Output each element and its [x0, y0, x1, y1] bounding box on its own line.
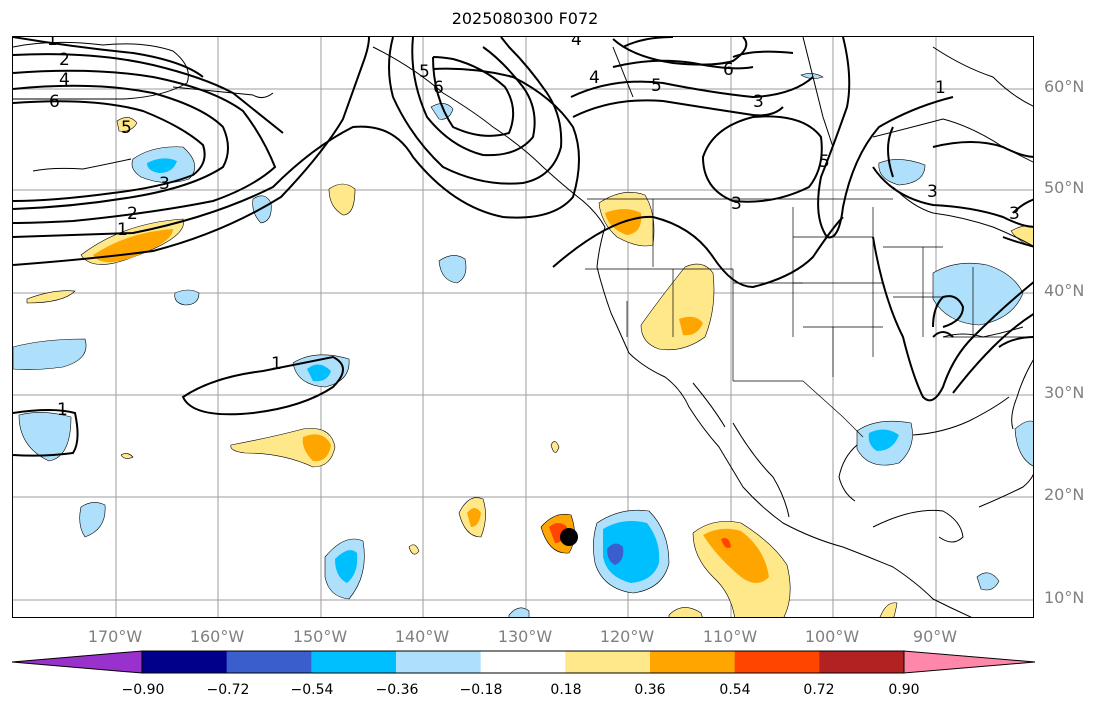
- contour-label: 2: [59, 50, 70, 70]
- lon-label: 120°W: [599, 627, 655, 646]
- contour-label: 4: [571, 37, 582, 50]
- lon-label: 90°W: [912, 627, 958, 646]
- lon-label: 110°W: [702, 627, 758, 646]
- state-borders: [585, 198, 1033, 438]
- colorbar-segment: [226, 651, 312, 673]
- graticule: [13, 37, 1033, 617]
- lat-label: 60°N: [1044, 77, 1085, 96]
- colorbar-tick-label: −0.36: [375, 682, 419, 698]
- lat-label: 20°N: [1044, 485, 1085, 504]
- contour-label: 1: [935, 78, 946, 98]
- colorbar-tick-label: −0.90: [121, 682, 165, 698]
- colorbar-tick-label: 0.36: [634, 682, 666, 698]
- contour-label: 3: [159, 174, 170, 194]
- colorbar-segment: [819, 651, 905, 673]
- colorbar-tick-label: −0.72: [206, 682, 250, 698]
- colorbar-segment: [650, 651, 736, 673]
- colorbar-segment: [480, 651, 566, 673]
- contour-label: 4: [589, 68, 600, 88]
- lon-label: 140°W: [394, 627, 450, 646]
- contour-label: 1: [117, 220, 128, 240]
- lon-label: 160°W: [189, 627, 245, 646]
- map-title: 2025080300 F072: [451, 9, 599, 28]
- contour-label: 1: [57, 400, 68, 420]
- colorbar-tick-label: −0.54: [290, 682, 334, 698]
- contour-label: 3: [927, 182, 938, 202]
- map-canvas: 1 2 4 6 5 3 1 2 1 1 4 5 6 5 4 3 6 1 3 3 …: [13, 37, 1033, 617]
- lon-label: 170°W: [87, 627, 143, 646]
- lat-label: 50°N: [1044, 178, 1085, 197]
- contour-label: 3: [1009, 204, 1020, 224]
- contour-label: 6: [433, 78, 444, 98]
- height-contours: [13, 37, 1033, 457]
- storm-center-marker: [560, 528, 578, 546]
- coastlines: [13, 37, 1033, 617]
- contour-label: 6: [49, 92, 60, 112]
- lat-label: 30°N: [1044, 383, 1085, 402]
- map-panel: 1 2 4 6 5 3 1 2 1 1 4 5 6 5 4 3 6 1 3 3 …: [12, 36, 1034, 618]
- colorbar-segment: [311, 651, 397, 673]
- contour-label: 5: [121, 118, 132, 138]
- colorbar-tick-label: 0.18: [550, 682, 582, 698]
- contour-label-group: 1 2 4 6 5 3 1 2 1 1 4 5 6 5 4 3 6 1 3 3 …: [47, 37, 1020, 420]
- contour-label: 4: [59, 70, 70, 90]
- colorbar-segment: [142, 651, 228, 673]
- contour-label: 6: [723, 60, 734, 80]
- colorbar-segment: [734, 651, 820, 673]
- colorbar: [12, 650, 1036, 674]
- contour-label: 1: [47, 37, 58, 50]
- colorbar-segment: [396, 651, 482, 673]
- shaded-anomalies: [13, 73, 1033, 617]
- contour-label: 1: [271, 354, 282, 374]
- lat-label: 10°N: [1044, 588, 1085, 607]
- colorbar-tick-label: 0.54: [719, 682, 751, 698]
- lat-label: 40°N: [1044, 281, 1085, 300]
- contour-label: 3: [753, 92, 764, 112]
- colorbar-segments: [12, 651, 1035, 673]
- colorbar-extend-high: [904, 651, 1035, 673]
- colorbar-tick-label: 0.90: [888, 682, 920, 698]
- contour-label: 2: [127, 204, 138, 224]
- lon-label: 130°W: [497, 627, 553, 646]
- lon-label: 150°W: [292, 627, 348, 646]
- colorbar-extend-low: [12, 651, 142, 673]
- contour-label: 5: [651, 76, 662, 96]
- contour-label: 5: [819, 152, 830, 172]
- colorbar-tick-label: −0.18: [459, 682, 503, 698]
- contour-label: 3: [731, 194, 742, 214]
- lon-label: 100°W: [804, 627, 860, 646]
- colorbar-tick-label: 0.72: [803, 682, 835, 698]
- contour-label: 5: [419, 62, 430, 82]
- colorbar-segment: [565, 651, 651, 673]
